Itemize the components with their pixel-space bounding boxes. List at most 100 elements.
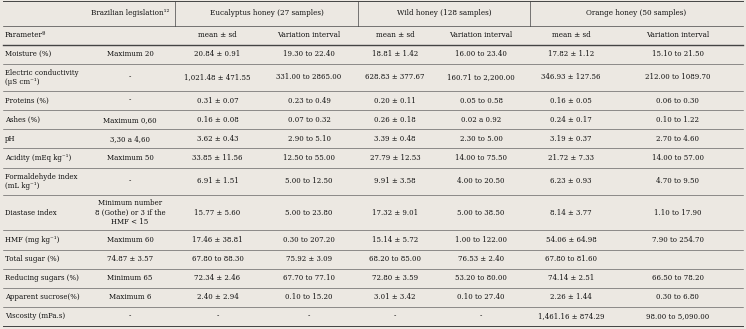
Text: Formaldehyde index
(mL kg⁻¹): Formaldehyde index (mL kg⁻¹) xyxy=(5,173,78,190)
Text: 72.80 ± 3.59: 72.80 ± 3.59 xyxy=(372,274,418,282)
Text: 0.05 to 0.58: 0.05 to 0.58 xyxy=(460,97,503,105)
Text: Brazilian legislation¹²: Brazilian legislation¹² xyxy=(91,9,169,17)
Text: 331.00 to 2865.00: 331.00 to 2865.00 xyxy=(276,73,342,82)
Text: 15.77 ± 5.60: 15.77 ± 5.60 xyxy=(195,209,241,217)
Text: 67.70 to 77.10: 67.70 to 77.10 xyxy=(283,274,335,282)
Text: 15.14 ± 5.72: 15.14 ± 5.72 xyxy=(372,236,418,244)
Text: 4.70 to 9.50: 4.70 to 9.50 xyxy=(656,177,699,185)
Text: 0.30 to 6.80: 0.30 to 6.80 xyxy=(656,293,699,301)
Text: 2.26 ± 1.44: 2.26 ± 1.44 xyxy=(550,293,592,301)
Text: 15.10 to 21.50: 15.10 to 21.50 xyxy=(651,50,703,58)
Text: 66.50 to 78.20: 66.50 to 78.20 xyxy=(651,274,703,282)
Text: -: - xyxy=(129,313,131,320)
Text: 212.00 to 1089.70: 212.00 to 1089.70 xyxy=(645,73,710,82)
Text: 0.02 a 0.92: 0.02 a 0.92 xyxy=(461,116,501,124)
Text: 72.34 ± 2.46: 72.34 ± 2.46 xyxy=(195,274,240,282)
Text: 5.00 to 12.50: 5.00 to 12.50 xyxy=(285,177,333,185)
Text: 0.10 to 15.20: 0.10 to 15.20 xyxy=(285,293,333,301)
Text: 0.07 to 0.32: 0.07 to 0.32 xyxy=(287,116,330,124)
Text: Moisture (%): Moisture (%) xyxy=(5,50,51,58)
Text: Proteins (%): Proteins (%) xyxy=(5,97,48,105)
Text: Minimum number
8 (Gothe) or 3 if the
HMF < 15: Minimum number 8 (Gothe) or 3 if the HMF… xyxy=(95,199,166,226)
Text: 346.93 ± 127.56: 346.93 ± 127.56 xyxy=(542,73,601,82)
Text: Acidity (mEq kg⁻¹): Acidity (mEq kg⁻¹) xyxy=(5,154,72,162)
Text: 4.00 to 20.50: 4.00 to 20.50 xyxy=(457,177,505,185)
Text: Maximum 20: Maximum 20 xyxy=(107,50,154,58)
Text: 0.10 to 1.22: 0.10 to 1.22 xyxy=(656,116,699,124)
Text: -: - xyxy=(480,313,482,320)
Text: 9.91 ± 3.58: 9.91 ± 3.58 xyxy=(374,177,416,185)
Text: pH: pH xyxy=(5,135,16,143)
Text: 20.84 ± 0.91: 20.84 ± 0.91 xyxy=(195,50,241,58)
Text: -: - xyxy=(308,313,310,320)
Text: Orange honey (50 samples): Orange honey (50 samples) xyxy=(586,9,686,17)
Text: 67.80 to 88.30: 67.80 to 88.30 xyxy=(192,255,243,263)
Text: 2.30 to 5.00: 2.30 to 5.00 xyxy=(460,135,503,143)
Text: 8.14 ± 3.77: 8.14 ± 3.77 xyxy=(551,209,592,217)
Text: 16.00 to 23.40: 16.00 to 23.40 xyxy=(455,50,507,58)
Text: 68.20 to 85.00: 68.20 to 85.00 xyxy=(369,255,421,263)
Text: 3.39 ± 0.48: 3.39 ± 0.48 xyxy=(374,135,416,143)
Text: -: - xyxy=(129,73,131,82)
Text: 6.91 ± 1.51: 6.91 ± 1.51 xyxy=(197,177,239,185)
Text: 17.32 ± 9.01: 17.32 ± 9.01 xyxy=(372,209,418,217)
Text: 3.19 ± 0.37: 3.19 ± 0.37 xyxy=(551,135,592,143)
Text: Minimum 65: Minimum 65 xyxy=(107,274,153,282)
Text: -: - xyxy=(216,313,219,320)
Text: 98.00 to 5,090.00: 98.00 to 5,090.00 xyxy=(646,313,709,320)
Text: 76.53 ± 2.40: 76.53 ± 2.40 xyxy=(458,255,504,263)
Text: 18.81 ± 1.42: 18.81 ± 1.42 xyxy=(372,50,418,58)
Text: Maximum 60: Maximum 60 xyxy=(107,236,154,244)
Text: 12.50 to 55.00: 12.50 to 55.00 xyxy=(283,154,335,162)
Text: Reducing sugars (%): Reducing sugars (%) xyxy=(5,274,79,282)
Text: 0.31 ± 0.07: 0.31 ± 0.07 xyxy=(197,97,238,105)
Text: 0.20 ± 0.11: 0.20 ± 0.11 xyxy=(374,97,416,105)
Text: 1,461.16 ± 874.29: 1,461.16 ± 874.29 xyxy=(538,313,604,320)
Text: 628.83 ± 377.67: 628.83 ± 377.67 xyxy=(366,73,424,82)
Text: 74.87 ± 3.57: 74.87 ± 3.57 xyxy=(107,255,153,263)
Text: 67.80 to 81.60: 67.80 to 81.60 xyxy=(545,255,597,263)
Text: 0.24 ± 0.17: 0.24 ± 0.17 xyxy=(550,116,592,124)
Text: Diastase index: Diastase index xyxy=(5,209,57,217)
Text: 1.10 to 17.90: 1.10 to 17.90 xyxy=(653,209,701,217)
Text: 21.72 ± 7.33: 21.72 ± 7.33 xyxy=(548,154,594,162)
Text: 17.46 ± 38.81: 17.46 ± 38.81 xyxy=(192,236,242,244)
Text: 27.79 ± 12.53: 27.79 ± 12.53 xyxy=(370,154,420,162)
Text: 17.82 ± 1.12: 17.82 ± 1.12 xyxy=(548,50,594,58)
Text: 14.00 to 75.50: 14.00 to 75.50 xyxy=(455,154,507,162)
Text: Viscosity (mPa.s): Viscosity (mPa.s) xyxy=(5,313,65,320)
Text: 3.01 ± 3.42: 3.01 ± 3.42 xyxy=(374,293,416,301)
Text: 19.30 to 22.40: 19.30 to 22.40 xyxy=(283,50,335,58)
Text: 0.06 to 0.30: 0.06 to 0.30 xyxy=(656,97,699,105)
Text: 75.92 ± 3.09: 75.92 ± 3.09 xyxy=(286,255,332,263)
Text: Total sugar (%): Total sugar (%) xyxy=(5,255,60,263)
Text: 6.23 ± 0.93: 6.23 ± 0.93 xyxy=(551,177,592,185)
Text: 2.70 to 4.60: 2.70 to 4.60 xyxy=(656,135,699,143)
Text: 5.00 to 23.80: 5.00 to 23.80 xyxy=(285,209,333,217)
Text: 0.16 ± 0.08: 0.16 ± 0.08 xyxy=(197,116,239,124)
Text: Ashes (%): Ashes (%) xyxy=(5,116,40,124)
Text: 14.00 to 57.00: 14.00 to 57.00 xyxy=(651,154,703,162)
Text: -: - xyxy=(129,97,131,105)
Text: Electric conductivity
(μS cm⁻¹): Electric conductivity (μS cm⁻¹) xyxy=(5,69,78,86)
Text: 1,021.48 ± 471.55: 1,021.48 ± 471.55 xyxy=(184,73,251,82)
Text: mean ± sd: mean ± sd xyxy=(198,31,237,39)
Text: HMF (mg kg⁻¹): HMF (mg kg⁻¹) xyxy=(5,236,60,244)
Text: Eucalyptus honey (27 samples): Eucalyptus honey (27 samples) xyxy=(210,9,324,17)
Text: 2.90 to 5.10: 2.90 to 5.10 xyxy=(287,135,330,143)
Text: -: - xyxy=(129,177,131,185)
Text: 2.40 ± 2.94: 2.40 ± 2.94 xyxy=(197,293,239,301)
Text: Maximum 0,60: Maximum 0,60 xyxy=(103,116,157,124)
Text: 0.23 to 0.49: 0.23 to 0.49 xyxy=(287,97,330,105)
Text: Maximum 50: Maximum 50 xyxy=(107,154,154,162)
Text: Apparent sucrose(%): Apparent sucrose(%) xyxy=(5,293,80,301)
Text: 3,30 a 4,60: 3,30 a 4,60 xyxy=(110,135,150,143)
Text: 53.20 to 80.00: 53.20 to 80.00 xyxy=(455,274,507,282)
Text: Variation interval: Variation interval xyxy=(646,31,709,39)
Text: 54.06 ± 64.98: 54.06 ± 64.98 xyxy=(545,236,596,244)
Text: Variation interval: Variation interval xyxy=(278,31,341,39)
Text: Wild honey (128 samples): Wild honey (128 samples) xyxy=(397,9,492,17)
Text: Variation interval: Variation interval xyxy=(449,31,513,39)
Text: 160.71 to 2,200.00: 160.71 to 2,200.00 xyxy=(447,73,515,82)
Text: 0.30 to 207.20: 0.30 to 207.20 xyxy=(283,236,335,244)
